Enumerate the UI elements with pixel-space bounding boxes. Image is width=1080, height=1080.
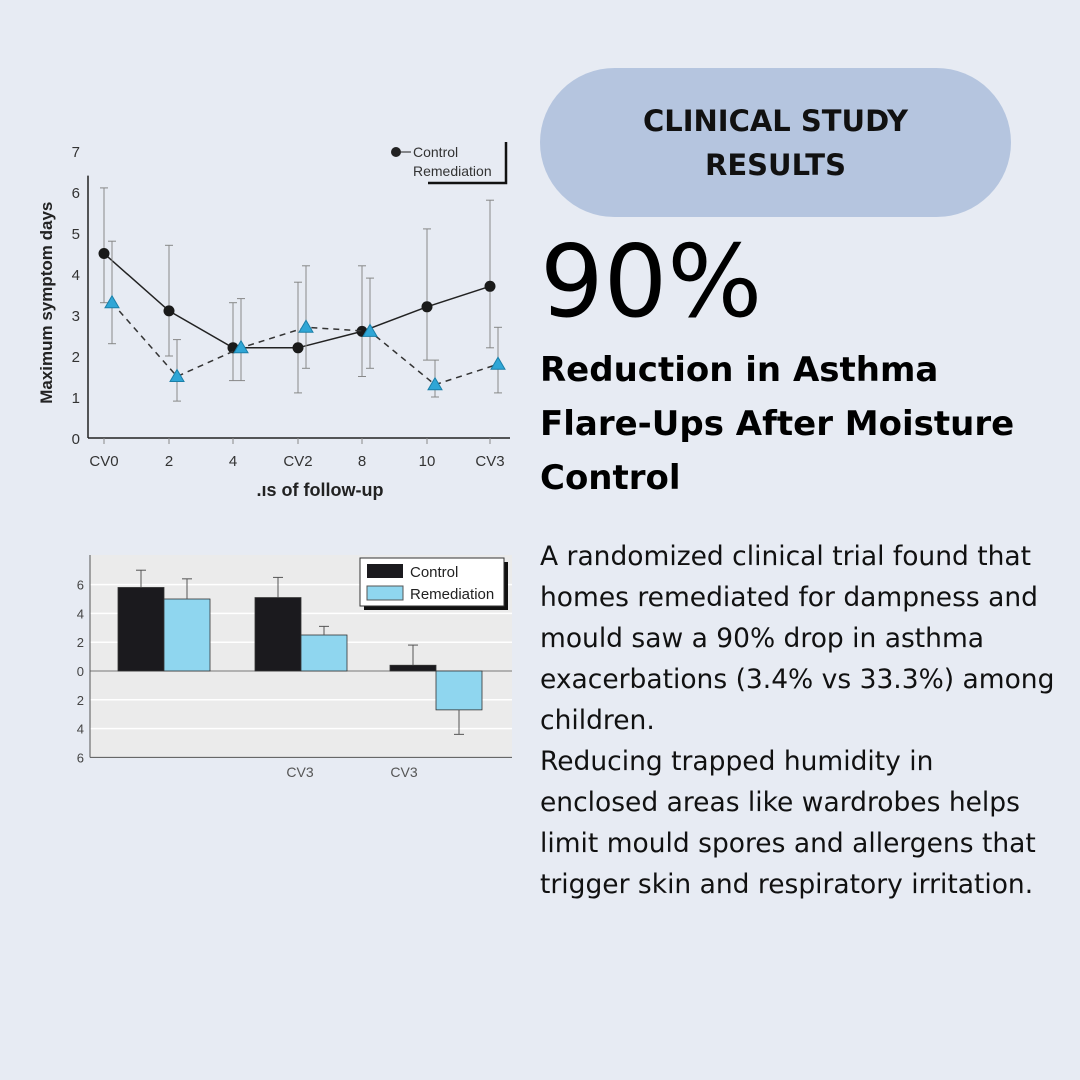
y-tick-label: 4 — [77, 606, 84, 621]
y-axis-label: Maximum symptom days — [37, 202, 56, 404]
bar-remediation — [300, 634, 348, 672]
data-point-remediation — [427, 376, 443, 391]
bar-control — [117, 587, 165, 672]
y-tick-label: 1 — [72, 390, 80, 407]
bar-remediation — [435, 670, 483, 711]
legend-label-control: Control — [410, 564, 458, 581]
data-point-remediation — [362, 323, 378, 337]
bar-remediation — [163, 598, 211, 672]
data-point-control — [421, 301, 433, 313]
data-point-control — [163, 305, 175, 317]
bar-control — [254, 597, 302, 672]
y-tick-label: 2 — [77, 693, 84, 708]
headline: Reduction in Asthma Flare-Ups After Mois… — [540, 350, 1015, 498]
x-axis-label: .ıs of follow-up — [257, 480, 384, 500]
x-tick-label: CV0 — [89, 453, 118, 470]
y-tick-label: 0 — [72, 431, 80, 448]
stat-value: 90% — [540, 223, 763, 340]
y-tick-label: 4 — [72, 267, 80, 284]
data-point-control — [484, 280, 496, 292]
y-tick-label: 0 — [77, 664, 84, 679]
legend-frame — [428, 142, 508, 185]
data-point-remediation — [169, 368, 185, 382]
y-tick-label: 6 — [77, 578, 84, 593]
x-tick-label: CV3 — [286, 764, 313, 780]
y-tick-label: 7 — [72, 144, 80, 161]
x-tick-label: 4 — [229, 453, 237, 470]
data-point-remediation — [104, 294, 120, 309]
y-tick-label: 2 — [77, 635, 84, 650]
y-tick-label: 6 — [72, 185, 80, 202]
bar-control — [389, 664, 437, 672]
x-tick-label: CV3 — [390, 764, 417, 780]
line-chart: 0 1 2 3 4 5 6 7 CV0 2 4 CV2 8 10 CV3 .ıs of follow-up Ma… — [37, 142, 510, 500]
legend-label-control: Control — [413, 144, 458, 160]
series-line-control — [103, 252, 491, 349]
badge-title: CLINICAL STUDY RESULTS — [642, 103, 909, 182]
y-tick-label: 4 — [77, 722, 84, 737]
x-tick-label: CV2 — [283, 453, 312, 470]
legend-label-remediation: Remediation — [413, 163, 492, 179]
y-tick-label: 3 — [72, 308, 80, 325]
x-tick-label: 8 — [358, 453, 366, 470]
y-tick-label: 5 — [72, 226, 80, 243]
y-tick-label: 6 — [77, 750, 84, 765]
bar-chart: 6 4 2 0 2 4 6 CV3 CV3 Control Remediation — [77, 555, 512, 780]
data-point-remediation — [233, 339, 249, 354]
data-point-control — [98, 248, 110, 259]
x-tick-label: CV3 — [475, 453, 504, 470]
legend-swatch-remediation — [366, 585, 404, 601]
x-tick-label: 2 — [165, 453, 173, 470]
data-point-remediation — [490, 356, 506, 370]
legend-marker-control — [391, 147, 401, 157]
y-tick-label: 2 — [72, 349, 80, 366]
data-point-control — [292, 342, 304, 354]
legend-label-remediation: Remediation — [410, 586, 494, 603]
clinical-study-badge: CLINICAL STUDY RESULTS — [540, 68, 1011, 217]
body-paragraph: A randomized clinical trial found that h… — [540, 541, 1055, 900]
legend-swatch-control — [367, 564, 403, 578]
x-tick-label: 10 — [419, 453, 436, 470]
data-point-remediation — [298, 319, 314, 333]
